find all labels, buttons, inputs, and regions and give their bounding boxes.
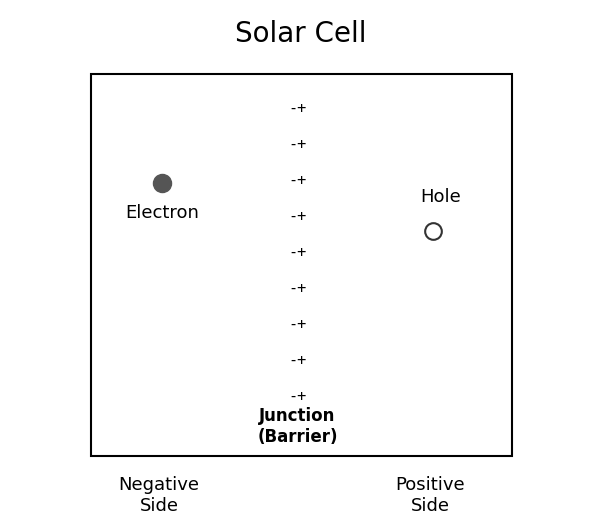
Text: Hole: Hole <box>420 188 461 206</box>
Text: -+: -+ <box>289 209 306 224</box>
Text: -+: -+ <box>289 173 306 188</box>
Text: -+: -+ <box>289 390 306 404</box>
Text: -+: -+ <box>289 281 306 296</box>
Bar <box>91 74 512 456</box>
Text: Junction
(Barrier): Junction (Barrier) <box>257 407 337 446</box>
Text: Positive
Side: Positive Side <box>395 476 465 515</box>
Text: -+: -+ <box>289 137 306 152</box>
Text: Negative
Side: Negative Side <box>118 476 200 515</box>
Text: -+: -+ <box>289 354 306 368</box>
Text: Solar Cell: Solar Cell <box>234 21 366 48</box>
Text: -+: -+ <box>289 317 306 332</box>
Text: Electron: Electron <box>125 204 199 222</box>
Text: -+: -+ <box>289 245 306 260</box>
Text: -+: -+ <box>289 101 306 116</box>
